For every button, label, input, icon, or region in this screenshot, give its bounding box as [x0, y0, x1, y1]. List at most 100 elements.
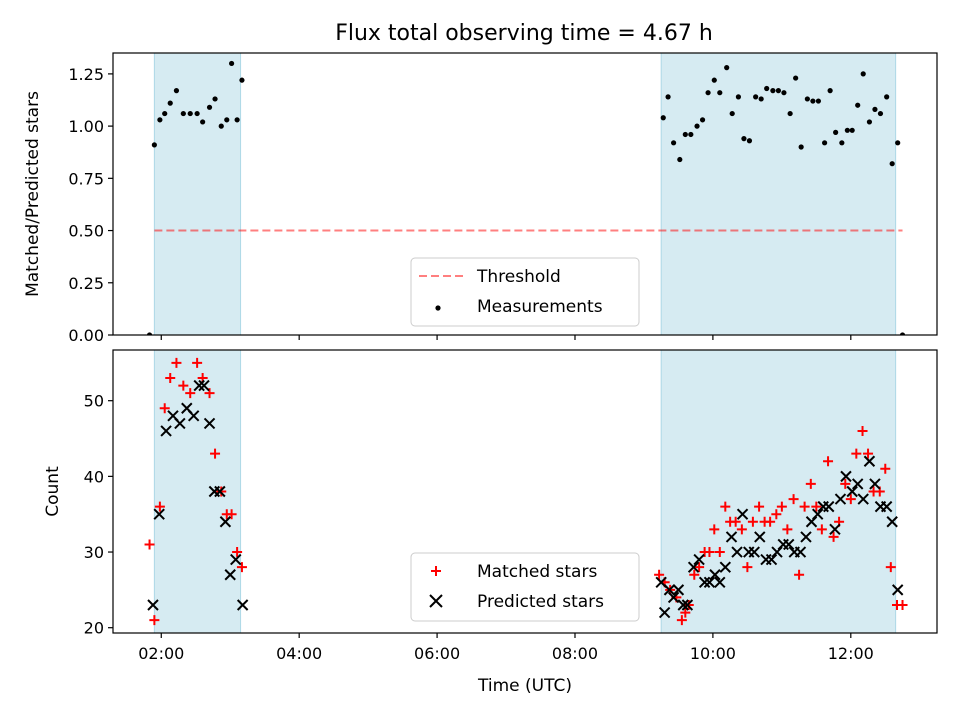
measurement-point	[877, 110, 884, 117]
panel-ratio: 0.00 0.25 0.50 0.75 1.00 1.25 Matched/Predicte…	[23, 52, 938, 345]
matched-point	[897, 600, 908, 611]
measurement-point	[670, 140, 677, 146]
y-tick-label: 0.25	[68, 274, 104, 293]
x-tick-label: 02:00	[138, 644, 184, 663]
matched-point	[704, 547, 715, 558]
matched-point	[676, 615, 687, 626]
measurement-point	[899, 332, 906, 335]
measurement-point	[815, 98, 821, 104]
predicted-point	[748, 546, 760, 558]
plot-frame	[112, 349, 938, 634]
y-tick-label: 0.00	[68, 326, 104, 345]
predicted-point	[219, 516, 232, 528]
predicted-point	[672, 584, 685, 596]
measurement-point	[724, 65, 730, 71]
predicted-point	[869, 478, 881, 490]
series-predicted-stars	[147, 379, 904, 619]
predicted-point	[846, 485, 858, 498]
predicted-point	[719, 561, 732, 573]
measurement-point	[741, 136, 747, 142]
matched-point	[654, 569, 665, 580]
predicted-point	[823, 500, 835, 513]
matched-point	[880, 463, 891, 474]
observing-band-1	[153, 350, 242, 633]
predicted-point	[725, 531, 738, 543]
matched-point	[788, 494, 799, 505]
predicted-point	[863, 455, 876, 467]
observing-band-1	[153, 53, 242, 335]
predicted-point	[794, 546, 807, 558]
y-tick-label: 1.00	[68, 117, 104, 136]
predicted-point	[709, 569, 721, 581]
predicted-point	[687, 561, 700, 573]
predicted-point	[187, 410, 200, 422]
measurement-point	[729, 110, 735, 117]
matched-point	[840, 478, 851, 489]
measurement-point	[167, 100, 173, 106]
predicted-point	[193, 379, 205, 392]
measurement-point	[770, 88, 776, 94]
predicted-point	[783, 538, 795, 551]
legend-label: Threshold	[476, 267, 561, 287]
predicted-point	[174, 417, 186, 430]
matched-point	[851, 448, 862, 459]
predicted-point	[754, 531, 766, 543]
x-tick-label: 08:00	[552, 644, 598, 663]
measurement-point	[895, 140, 901, 146]
measurement-point	[844, 127, 850, 133]
measurement-point	[146, 332, 153, 335]
measurement-point	[665, 94, 671, 100]
measurement-point	[200, 119, 206, 125]
predicted-point	[840, 470, 852, 483]
y-tick-label: 20	[84, 619, 104, 638]
matched-point	[709, 524, 720, 535]
matched-point	[680, 607, 691, 618]
matched-point	[714, 547, 725, 558]
measurement-point	[822, 140, 828, 146]
predicted-point	[714, 576, 726, 589]
measurement-point	[764, 85, 770, 92]
matched-point	[863, 448, 874, 459]
measurement-point	[212, 96, 218, 102]
matched-point	[694, 562, 705, 573]
measurement-point	[866, 119, 873, 125]
measurement-point	[162, 110, 168, 117]
predicted-point	[153, 508, 165, 520]
legend-matched-swatch	[431, 566, 441, 576]
y-tick-label: 30	[84, 543, 104, 562]
measurement-point	[194, 110, 200, 117]
measurement-point	[810, 98, 816, 104]
predicted-point	[160, 425, 172, 437]
predicted-point	[891, 584, 904, 596]
x-tick-label: 06:00	[414, 644, 460, 663]
measurement-point	[688, 131, 694, 138]
measurement-point	[224, 117, 230, 123]
measurement-point	[753, 94, 759, 100]
y-tick-label: 40	[84, 467, 104, 486]
predicted-point	[681, 599, 694, 611]
series-measurements	[146, 60, 906, 335]
measurement-point	[793, 75, 799, 81]
predicted-point	[677, 599, 689, 611]
observing-band-2	[660, 53, 897, 335]
matched-point	[720, 501, 731, 512]
predicted-point	[198, 379, 210, 392]
measurement-point	[855, 102, 861, 108]
matched-point	[730, 516, 741, 527]
predicted-point	[147, 599, 159, 611]
matched-point	[771, 509, 782, 520]
legend-measurement-swatch	[435, 305, 441, 311]
chart-title: Flux total observing time = 4.67 h	[335, 21, 713, 46]
matched-point	[154, 501, 165, 512]
y-tick-label: 0.50	[68, 222, 104, 241]
legend-box	[410, 552, 640, 622]
measurement-point	[187, 110, 193, 117]
predicted-point	[851, 478, 864, 490]
predicted-point	[224, 569, 236, 581]
matched-point	[144, 539, 155, 550]
predicted-point	[703, 576, 716, 589]
measurement-point	[781, 90, 787, 96]
measurement-point	[860, 71, 866, 77]
matched-point	[747, 516, 758, 527]
measurement-point	[234, 117, 240, 123]
